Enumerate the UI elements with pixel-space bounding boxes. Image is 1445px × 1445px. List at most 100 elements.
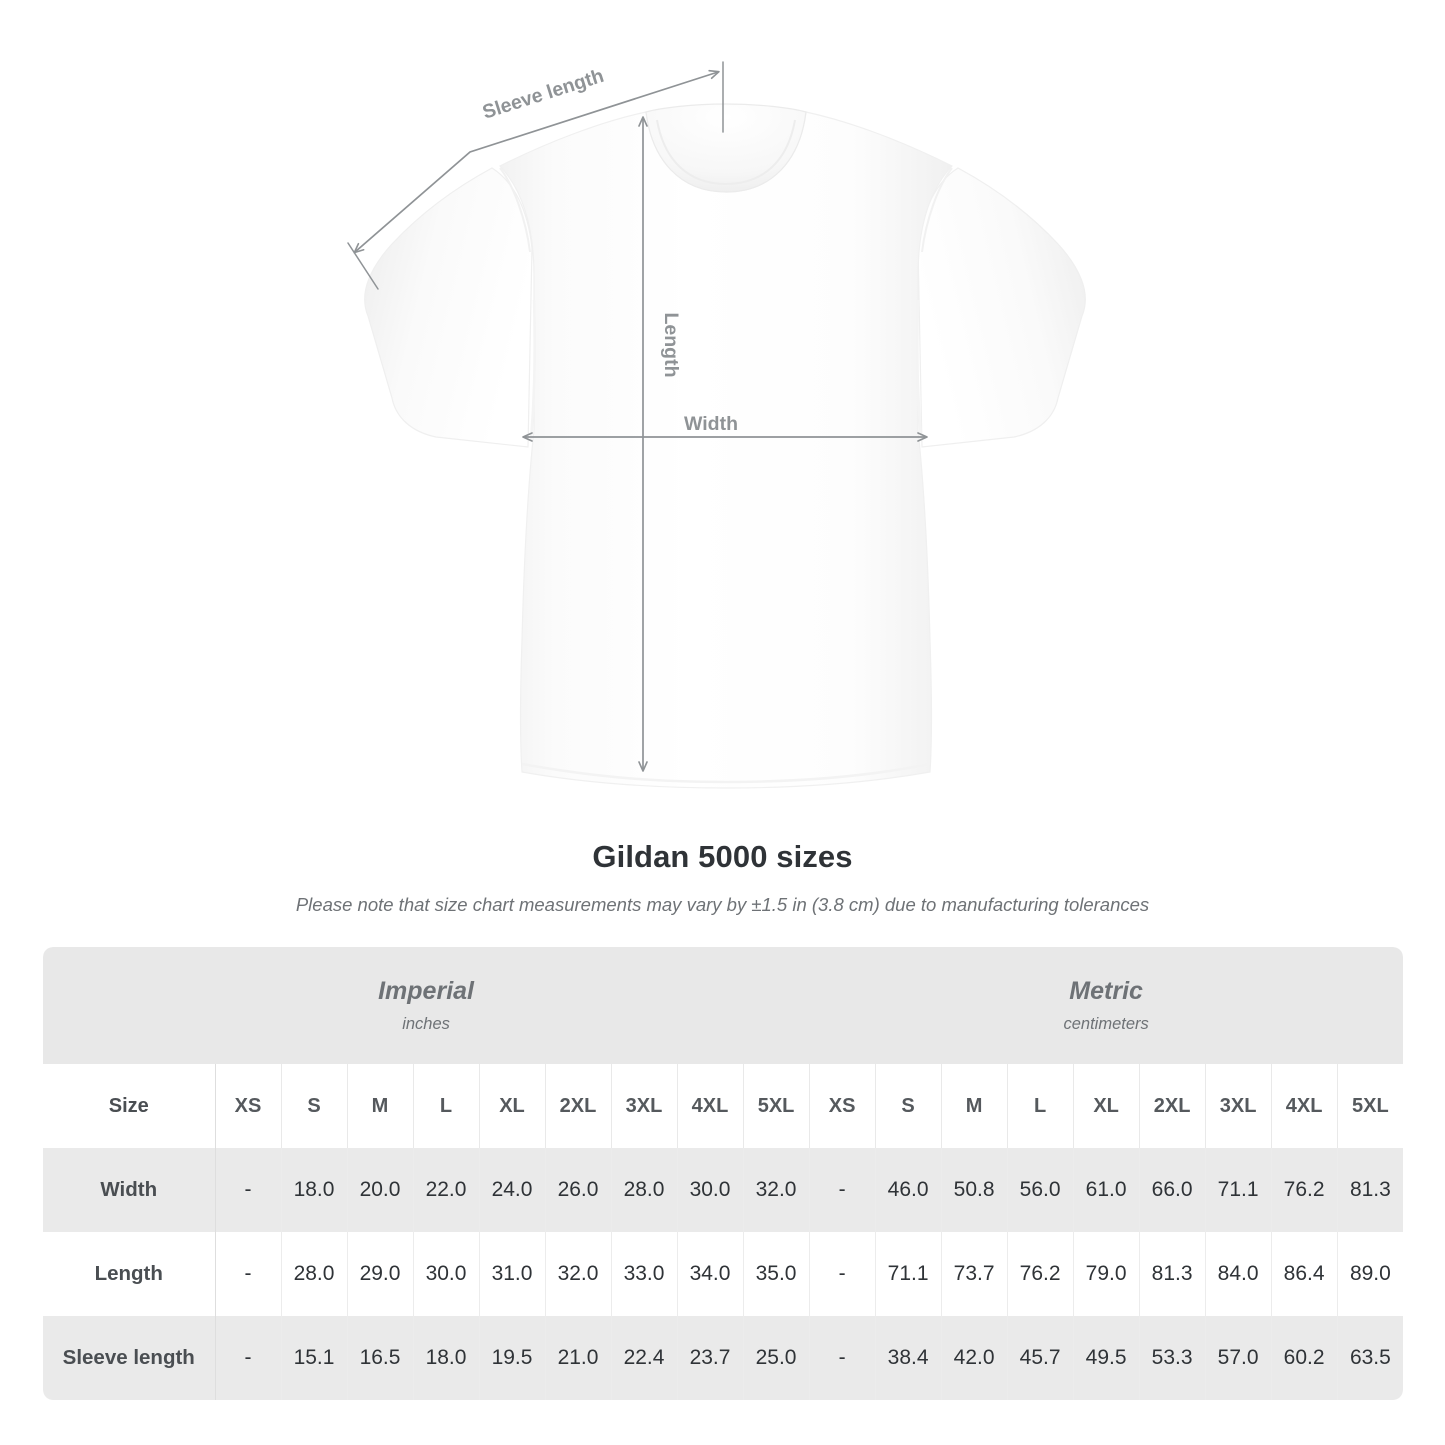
cell-sleeve-metric-3xl: 57.0 <box>1205 1316 1272 1400</box>
cell-length-metric-xs: - <box>808 1232 876 1316</box>
size-table-container: Imperial inches Metric centimeters Size … <box>43 947 1404 1400</box>
cell-length-metric-2xl: 81.3 <box>1139 1232 1206 1316</box>
cell-length-imperial-4xl: 34.0 <box>677 1232 744 1316</box>
cell-length-metric-xl: 79.0 <box>1073 1232 1140 1316</box>
unit-title-imperial: Imperial <box>378 977 474 1005</box>
cell-sleeve-imperial-xl: 19.5 <box>479 1316 546 1400</box>
cell-length-metric-s: 71.1 <box>875 1232 942 1316</box>
tshirt-body <box>499 111 953 789</box>
tshirt-right-sleeve <box>917 167 1086 448</box>
cell-length-imperial-l: 30.0 <box>413 1232 480 1316</box>
header-imperial-xs: XS <box>215 1064 282 1148</box>
cell-length-imperial-2xl: 32.0 <box>545 1232 612 1316</box>
cell-length-imperial-5xl: 35.0 <box>743 1232 810 1316</box>
header-size-label: Size <box>43 1064 216 1148</box>
header-metric-xs: XS <box>808 1064 876 1148</box>
cell-width-metric-l: 56.0 <box>1007 1148 1074 1232</box>
cell-sleeve-imperial-4xl: 23.7 <box>677 1316 744 1400</box>
cell-length-metric-l: 76.2 <box>1007 1232 1074 1316</box>
unit-banner-row: Imperial inches Metric centimeters <box>43 947 1404 1064</box>
cell-sleeve-metric-2xl: 53.3 <box>1139 1316 1206 1400</box>
cell-width-metric-xs: - <box>808 1148 876 1232</box>
header-imperial-2xl: 2XL <box>545 1064 612 1148</box>
cell-length-imperial-xl: 31.0 <box>479 1232 546 1316</box>
header-metric-s: S <box>875 1064 942 1148</box>
header-metric-3xl: 3XL <box>1205 1064 1272 1148</box>
header-imperial-4xl: 4XL <box>677 1064 744 1148</box>
cell-width-metric-s: 46.0 <box>875 1148 942 1232</box>
cell-sleeve-imperial-5xl: 25.0 <box>743 1316 810 1400</box>
cell-width-imperial-xl: 24.0 <box>479 1148 546 1232</box>
header-imperial-l: L <box>413 1064 480 1148</box>
header-metric-xl: XL <box>1073 1064 1140 1148</box>
heading-block: Gildan 5000 sizes Please note that size … <box>0 838 1445 917</box>
page-title: Gildan 5000 sizes <box>592 839 853 874</box>
cell-length-metric-m: 73.7 <box>941 1232 1008 1316</box>
table-row: Width - 18.0 20.0 22.0 24.0 26.0 28.0 30… <box>43 1148 1404 1232</box>
cell-sleeve-metric-l: 45.7 <box>1007 1316 1074 1400</box>
tshirt-left-sleeve <box>364 167 533 448</box>
cell-sleeve-metric-s: 38.4 <box>875 1316 942 1400</box>
cell-sleeve-metric-xs: - <box>808 1316 876 1400</box>
cell-width-metric-2xl: 66.0 <box>1139 1148 1206 1232</box>
cell-length-imperial-3xl: 33.0 <box>611 1232 678 1316</box>
row-label-width: Width <box>43 1148 216 1232</box>
header-imperial-xl: XL <box>479 1064 546 1148</box>
header-metric-5xl: 5XL <box>1337 1064 1404 1148</box>
cell-sleeve-metric-4xl: 60.2 <box>1271 1316 1338 1400</box>
cell-width-metric-3xl: 71.1 <box>1205 1148 1272 1232</box>
size-table: Imperial inches Metric centimeters Size … <box>43 947 1404 1400</box>
cell-width-imperial-2xl: 26.0 <box>545 1148 612 1232</box>
cell-length-metric-5xl: 89.0 <box>1337 1232 1404 1316</box>
unit-subtitle-imperial: inches <box>402 1015 450 1033</box>
header-metric-l: L <box>1007 1064 1074 1148</box>
cell-width-imperial-xs: - <box>215 1148 282 1232</box>
tshirt-hem-line <box>521 762 931 784</box>
cell-width-metric-4xl: 76.2 <box>1271 1148 1338 1232</box>
table-row: Sleeve length - 15.1 16.5 18.0 19.5 21.0… <box>43 1316 1404 1400</box>
cell-width-imperial-5xl: 32.0 <box>743 1148 810 1232</box>
cell-width-metric-xl: 61.0 <box>1073 1148 1140 1232</box>
tshirt-illustration <box>364 103 1086 789</box>
tshirt-fold-right <box>915 299 923 441</box>
cell-width-imperial-3xl: 28.0 <box>611 1148 678 1232</box>
header-metric-2xl: 2XL <box>1139 1064 1206 1148</box>
cell-sleeve-imperial-3xl: 22.4 <box>611 1316 678 1400</box>
cell-width-imperial-l: 22.0 <box>413 1148 480 1232</box>
tshirt-measurement-diagram: Sleeve length Length Width <box>347 61 1086 789</box>
cell-sleeve-imperial-l: 18.0 <box>413 1316 480 1400</box>
cell-sleeve-metric-5xl: 63.5 <box>1337 1316 1404 1400</box>
cell-sleeve-imperial-s: 15.1 <box>281 1316 348 1400</box>
width-label: Width <box>684 413 738 435</box>
cell-sleeve-imperial-xs: - <box>215 1316 282 1400</box>
cell-length-imperial-m: 29.0 <box>347 1232 414 1316</box>
tshirt-shoulder-seam-right <box>921 167 953 253</box>
cell-width-imperial-m: 20.0 <box>347 1148 414 1232</box>
cell-length-metric-3xl: 84.0 <box>1205 1232 1272 1316</box>
cell-length-imperial-xs: - <box>215 1232 282 1316</box>
header-imperial-3xl: 3XL <box>611 1064 678 1148</box>
cell-width-metric-m: 50.8 <box>941 1148 1008 1232</box>
cell-sleeve-imperial-m: 16.5 <box>347 1316 414 1400</box>
header-imperial-5xl: 5XL <box>743 1064 810 1148</box>
tolerance-note: Please note that size chart measurements… <box>295 894 1150 915</box>
cell-length-imperial-s: 28.0 <box>281 1232 348 1316</box>
cell-length-metric-4xl: 86.4 <box>1271 1232 1338 1316</box>
cell-width-imperial-4xl: 30.0 <box>677 1148 744 1232</box>
length-label: Length <box>660 313 682 378</box>
measurement-annotations <box>347 61 928 772</box>
header-metric-4xl: 4XL <box>1271 1064 1338 1148</box>
unit-cell-metric: Metric centimeters <box>809 947 1404 1064</box>
header-metric-m: M <box>941 1064 1008 1148</box>
cell-sleeve-metric-xl: 49.5 <box>1073 1316 1140 1400</box>
tshirt-svg: Sleeve length Length Width <box>347 61 1086 789</box>
cell-sleeve-imperial-2xl: 21.0 <box>545 1316 612 1400</box>
row-label-length: Length <box>43 1232 216 1316</box>
size-header-row: Size XS S M L XL 2XL 3XL 4XL 5XL XS S M … <box>43 1064 1404 1148</box>
cell-width-metric-5xl: 81.3 <box>1337 1148 1404 1232</box>
row-label-sleeve-length: Sleeve length <box>43 1316 216 1400</box>
header-imperial-m: M <box>347 1064 414 1148</box>
unit-subtitle-metric: centimeters <box>1063 1015 1149 1033</box>
header-imperial-s: S <box>281 1064 348 1148</box>
